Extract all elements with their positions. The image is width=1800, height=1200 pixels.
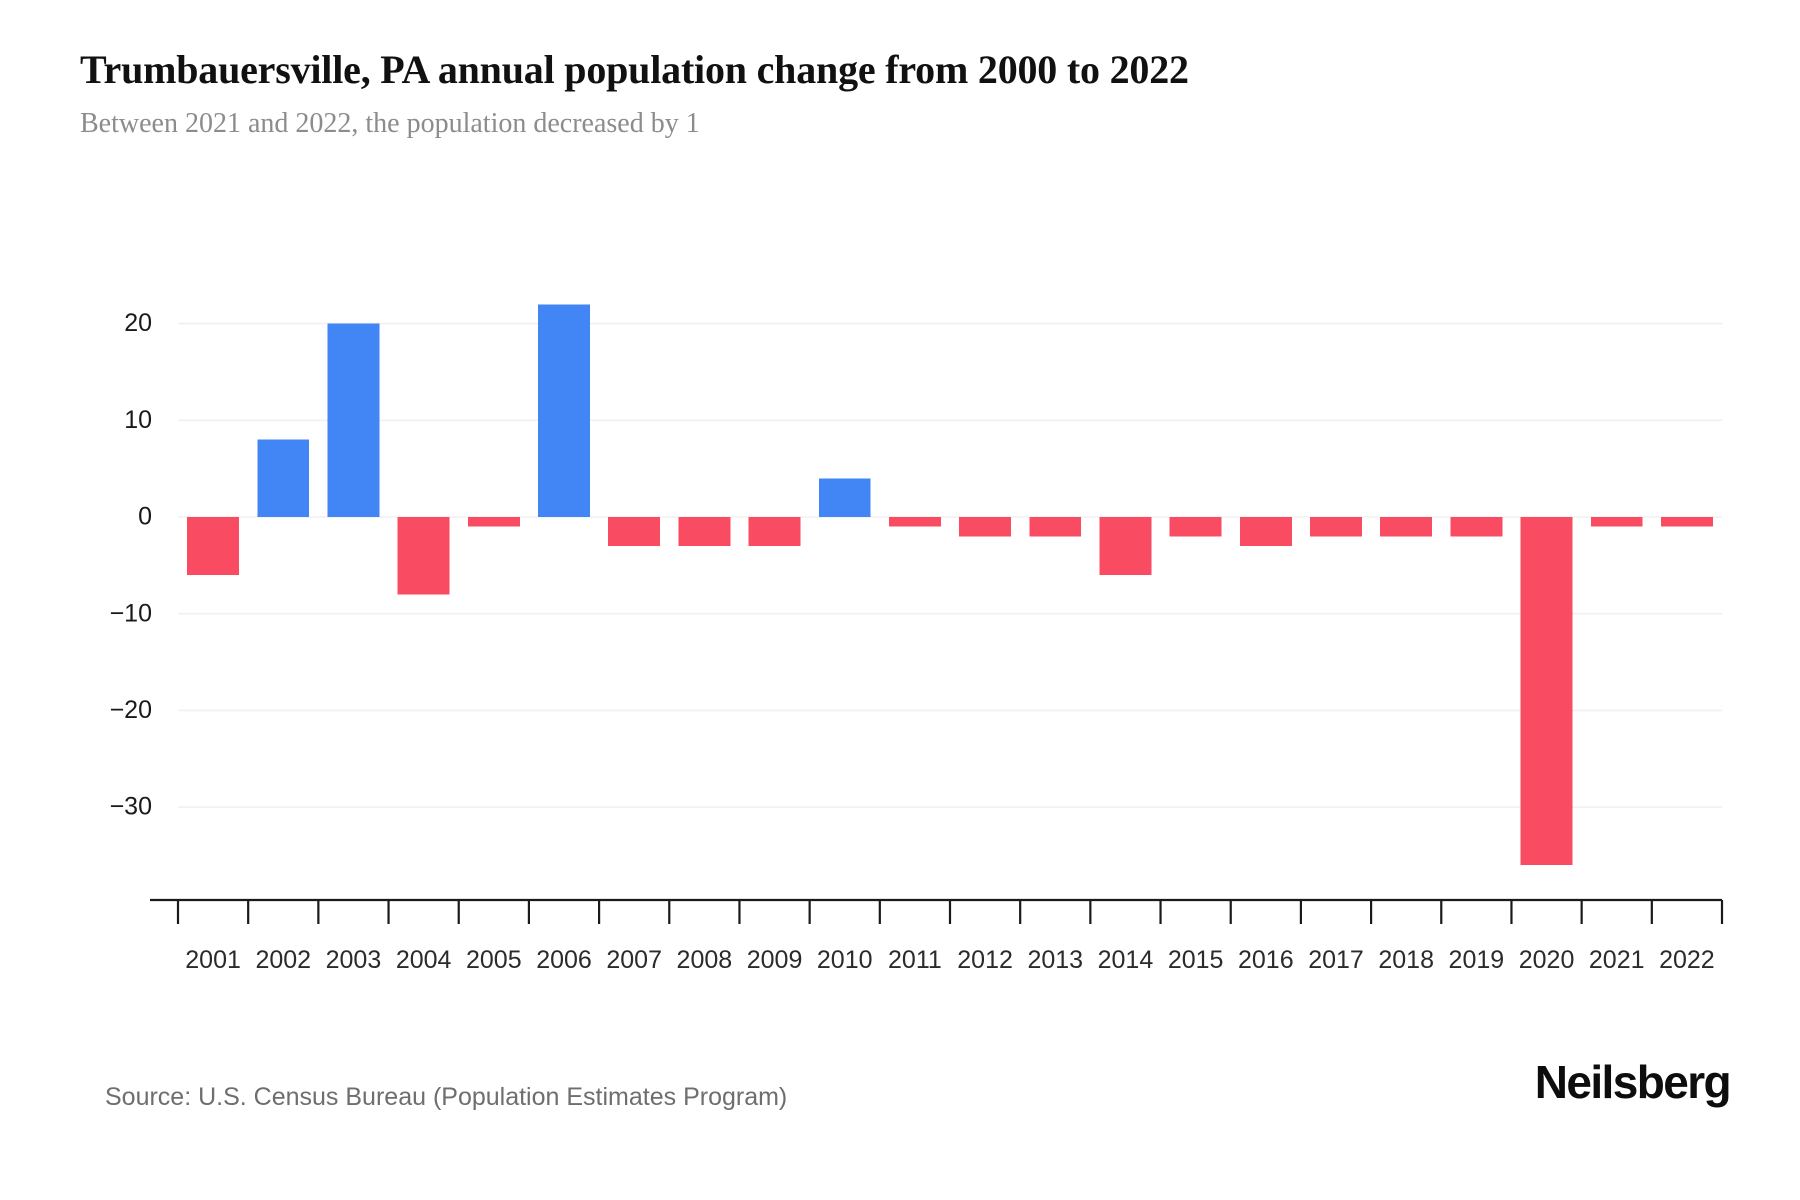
x-tick-label-2022: 2022 bbox=[1659, 946, 1715, 974]
bar-2003[interactable] bbox=[327, 323, 380, 517]
gridlines-group bbox=[178, 322, 1722, 808]
x-tick-label-2002: 2002 bbox=[255, 946, 311, 974]
x-tick-label-2007: 2007 bbox=[606, 946, 662, 974]
bar-2008[interactable] bbox=[678, 517, 731, 547]
brand-logo: Neilsberg bbox=[1534, 1056, 1732, 1108]
bar-2014[interactable] bbox=[1099, 517, 1152, 576]
bar-2001[interactable] bbox=[187, 517, 240, 576]
x-tick-label-2004: 2004 bbox=[396, 946, 452, 974]
bar-2022[interactable] bbox=[1660, 517, 1713, 527]
bar-2017[interactable] bbox=[1310, 517, 1362, 537]
chart-header: Trumbauersville, PA annual population ch… bbox=[80, 47, 1740, 140]
bar-2009[interactable] bbox=[748, 517, 801, 547]
x-axis-labels-group: 2001 2002 2003 2004 2005 2006 2007 2008 2009 2010… bbox=[185, 946, 1714, 974]
bar-2005[interactable] bbox=[467, 517, 520, 527]
x-tick-label-2015: 2015 bbox=[1168, 946, 1224, 974]
page-title: Trumbauersville, PA annual population ch… bbox=[80, 47, 1189, 92]
x-tick-label-2012: 2012 bbox=[957, 946, 1013, 974]
x-tick-label-2011: 2011 bbox=[888, 946, 942, 974]
bar-2011[interactable] bbox=[888, 517, 941, 527]
x-tick-label-2016: 2016 bbox=[1238, 946, 1294, 974]
x-tick-label-2009: 2009 bbox=[747, 946, 803, 974]
x-tick-label-2020: 2020 bbox=[1519, 946, 1575, 974]
bar-2012[interactable] bbox=[959, 517, 1012, 537]
x-tick-label-2003: 2003 bbox=[326, 946, 382, 974]
bar-2006[interactable] bbox=[538, 304, 590, 517]
x-tick-label-2006: 2006 bbox=[536, 946, 592, 974]
bar-2004[interactable] bbox=[397, 517, 450, 595]
y-tick-label: −30 bbox=[110, 793, 152, 821]
x-tick-label-2005: 2005 bbox=[466, 946, 522, 974]
x-axis-group bbox=[150, 898, 1724, 924]
y-tick-label: 20 bbox=[124, 309, 152, 337]
x-tick-label-2014: 2014 bbox=[1098, 946, 1154, 974]
x-tick-label-2010: 2010 bbox=[817, 946, 873, 974]
bar-2016[interactable] bbox=[1239, 517, 1292, 547]
x-tick-label-2018: 2018 bbox=[1378, 946, 1434, 974]
source-note: Source: U.S. Census Bureau (Population E… bbox=[105, 1083, 788, 1111]
y-tick-label: −20 bbox=[110, 696, 152, 724]
bar-2010[interactable] bbox=[818, 478, 871, 517]
x-tick-label-2013: 2013 bbox=[1027, 946, 1083, 974]
y-tick-label: 10 bbox=[124, 406, 152, 434]
bar-2019[interactable] bbox=[1450, 517, 1503, 537]
x-tick-label-2008: 2008 bbox=[677, 946, 733, 974]
y-tick-label: 0 bbox=[138, 503, 152, 531]
bar-2021[interactable] bbox=[1590, 517, 1643, 527]
chart-subtitle: Between 2021 and 2022, the population de… bbox=[80, 107, 700, 139]
bars-group bbox=[187, 304, 1713, 866]
y-tick-label: −10 bbox=[110, 599, 152, 627]
bar-2007[interactable] bbox=[608, 517, 661, 547]
bar-2013[interactable] bbox=[1029, 517, 1082, 537]
bar-2018[interactable] bbox=[1380, 517, 1433, 537]
bar-2020[interactable] bbox=[1520, 517, 1573, 866]
x-tick-label-2019: 2019 bbox=[1449, 946, 1505, 974]
bar-2002[interactable] bbox=[257, 439, 310, 517]
x-tick-label-2017: 2017 bbox=[1308, 946, 1364, 974]
x-tick-label-2021: 2021 bbox=[1589, 946, 1645, 974]
y-axis-labels-group: 20 10 0 −10 −20 −30 bbox=[110, 309, 152, 820]
x-tick-label-2001: 2001 bbox=[185, 946, 241, 974]
bar-2015[interactable] bbox=[1169, 517, 1222, 537]
